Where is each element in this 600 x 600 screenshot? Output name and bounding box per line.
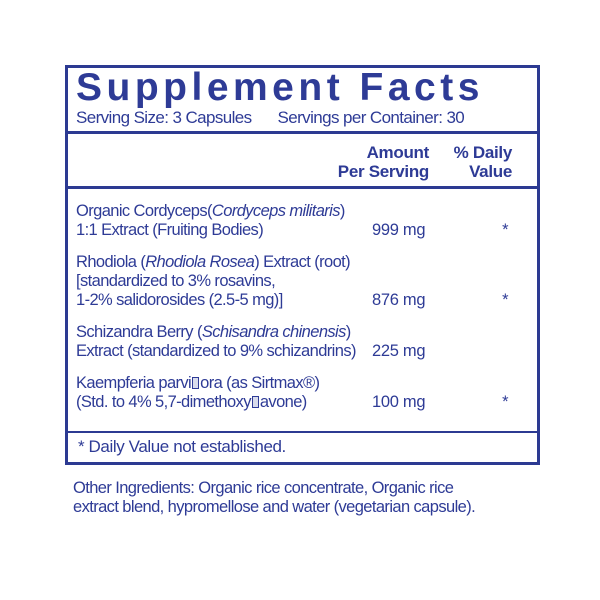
ingredient-text-line: 1:1 Extract (Fruiting Bodies) bbox=[76, 221, 436, 240]
dv-header-line1: % Daily bbox=[453, 143, 513, 162]
text-segment: avone) bbox=[259, 393, 307, 411]
text-segment: [standardized to 3% rosavins, bbox=[76, 272, 276, 290]
ingredient-text-line: 1-2% salidorosides (2.5-5 mg)] bbox=[76, 291, 436, 310]
text-segment-italic: Cordyceps militaris bbox=[211, 202, 341, 220]
servings-per-container: Servings per Container: 30 bbox=[277, 108, 465, 127]
ingredient-row-kaempferia: Kaempferia parvi ora (as Sirtmax®) (Std. … bbox=[76, 374, 529, 412]
amount-header-line2: Per Serving bbox=[337, 162, 430, 181]
text-segment: ) Extract (root) bbox=[254, 253, 351, 271]
column-headers: Amount Per Serving % Daily Value bbox=[68, 134, 537, 189]
text-segment: ) bbox=[345, 323, 351, 341]
daily-value-mark: * bbox=[502, 393, 508, 411]
ingredient-text-line: [standardized to 3% rosavins, bbox=[76, 272, 436, 291]
ingredient-row-cordyceps: Organic Cordyceps(Cordyceps militaris) 1… bbox=[76, 202, 529, 240]
text-segment: Rhodiola ( bbox=[76, 253, 146, 271]
text-segment-italic: Rhodiola Rosea bbox=[145, 253, 255, 271]
amount-per-serving-value: 876 mg bbox=[372, 291, 426, 309]
other-ingredients-line2: extract blend, hypromellose and water (v… bbox=[73, 498, 476, 516]
daily-value-column-header: % Daily Value bbox=[429, 143, 529, 181]
ingredient-text: Organic Cordyceps(Cordyceps militaris) 1… bbox=[76, 202, 436, 240]
amount-header-line1: Amount bbox=[366, 143, 430, 162]
text-segment: ) bbox=[339, 202, 345, 220]
serving-info: Serving Size: 3 Capsules Servings per Con… bbox=[76, 107, 529, 128]
ingredient-text-line: (Std. to 4% 5,7-dimethoxy avone) bbox=[76, 393, 436, 412]
text-segment: Organic Cordyceps( bbox=[76, 202, 213, 220]
text-segment: Kaempferia parvi bbox=[76, 374, 192, 392]
amount-column-header: Amount Per Serving bbox=[337, 143, 430, 181]
text-segment: ora (as Sirtmax®) bbox=[200, 374, 320, 392]
serving-size: Serving Size: 3 Capsules bbox=[76, 108, 252, 127]
other-ingredients-line1: Other Ingredients: Organic rice concentr… bbox=[73, 479, 454, 497]
text-segment: 1:1 Extract (Fruiting Bodies) bbox=[76, 221, 264, 239]
ingredient-text-line: Kaempferia parvi ora (as Sirtmax®) bbox=[76, 374, 436, 393]
ingredient-row-schizandra: Schizandra Berry (Schisandra chinensis) … bbox=[76, 323, 529, 361]
ingredient-row-rhodiola: Rhodiola (Rhodiola Rosea) Extract (root)… bbox=[76, 253, 529, 310]
footnote-section: * Daily Value not established. bbox=[68, 431, 537, 462]
ingredient-text: Schizandra Berry (Schisandra chinensis) … bbox=[76, 323, 436, 361]
ingredient-text-line: Rhodiola (Rhodiola Rosea) Extract (root) bbox=[76, 253, 436, 272]
ingredient-text-line: Extract (standardized to 9% schizandrins… bbox=[76, 342, 436, 361]
ingredients-list: Organic Cordyceps(Cordyceps militaris) 1… bbox=[68, 189, 537, 431]
text-segment: Schizandra Berry ( bbox=[76, 323, 202, 341]
daily-value-mark: * bbox=[502, 221, 508, 239]
text-segment-italic: Schisandra chinensis bbox=[201, 323, 347, 341]
supplement-facts-panel: Supplement Facts Serving Size: 3 Capsule… bbox=[65, 65, 540, 465]
text-segment: (Std. to 4% 5,7-dimethoxy bbox=[76, 393, 251, 411]
missing-glyph-box bbox=[192, 377, 200, 389]
amount-per-serving-value: 225 mg bbox=[372, 342, 426, 360]
daily-value-mark: * bbox=[502, 291, 508, 309]
amount-per-serving-value: 999 mg bbox=[372, 221, 426, 239]
ingredient-text-line: Organic Cordyceps(Cordyceps militaris) bbox=[76, 202, 436, 221]
text-segment: 1-2% salidorosides (2.5-5 mg)] bbox=[76, 291, 283, 309]
amount-per-serving-value: 100 mg bbox=[372, 393, 426, 411]
text-segment: Extract (standardized to 9% schizandrins… bbox=[76, 342, 356, 360]
ingredient-text: Kaempferia parvi ora (as Sirtmax®) (Std. … bbox=[76, 374, 436, 412]
dv-header-line2: Value bbox=[469, 162, 512, 181]
panel-top-section: Supplement Facts Serving Size: 3 Capsule… bbox=[68, 68, 537, 134]
daily-value-footnote: * Daily Value not established. bbox=[78, 437, 286, 456]
other-ingredients: Other Ingredients: Organic rice concentr… bbox=[73, 479, 543, 517]
ingredient-text-line: Schizandra Berry (Schisandra chinensis) bbox=[76, 323, 436, 342]
ingredient-text: Rhodiola (Rhodiola Rosea) Extract (root)… bbox=[76, 253, 436, 310]
missing-glyph-box bbox=[251, 396, 259, 408]
panel-title: Supplement Facts bbox=[76, 66, 484, 109]
